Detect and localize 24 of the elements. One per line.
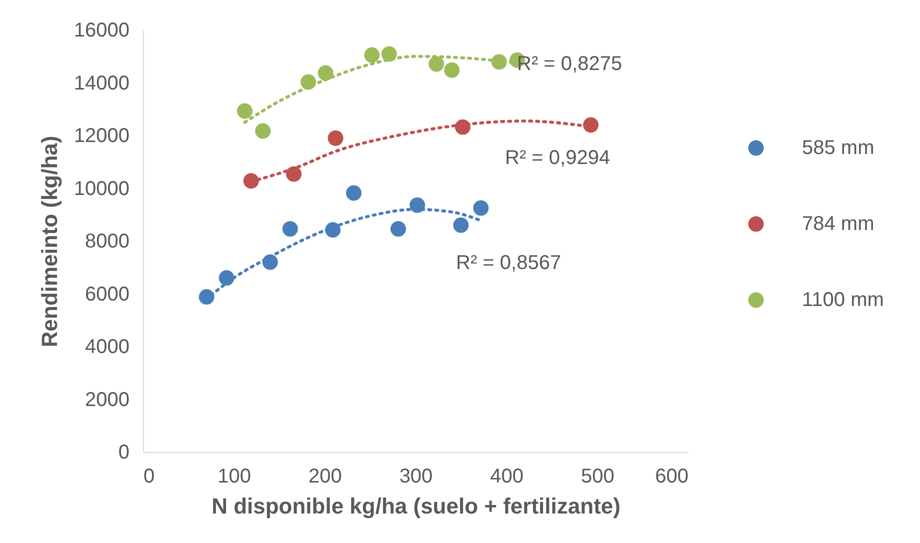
x-tick-label: 200 <box>308 466 342 488</box>
x-tick-label: 300 <box>399 466 433 488</box>
annotation: R² = 0,9294 <box>505 147 610 169</box>
y-tick-label: 14000 <box>74 72 130 94</box>
y-tick-label: 16000 <box>74 20 130 42</box>
legend-label: 1100 mm <box>802 289 884 311</box>
y-tick-label: 2000 <box>85 388 130 411</box>
y-tick-label: 12000 <box>74 125 130 147</box>
y-tick-label: 6000 <box>85 283 130 306</box>
x-tick-label: 400 <box>490 466 524 488</box>
legend-label: 784 mm <box>802 213 874 235</box>
x-axis-title: N disponible kg/ha (suelo + fertilizante) <box>212 494 620 518</box>
legend-label: 585 mm <box>802 137 874 159</box>
y-tick-label: 0 <box>118 442 130 464</box>
x-tick-label: 500 <box>580 466 614 488</box>
y-tick-label: 8000 <box>85 230 130 252</box>
annotation: R² = 0,8275 <box>517 53 622 75</box>
x-tick-label: 100 <box>218 466 252 488</box>
annotation: R² = 0,8567 <box>456 252 562 274</box>
x-tick-label: 600 <box>655 466 688 488</box>
y-tick-label: 10000 <box>74 178 130 200</box>
y-tick-label: 4000 <box>85 336 130 358</box>
y-axis-title: Rendimeinto (kg/ha) <box>36 136 62 348</box>
x-tick-label: 0 <box>144 466 155 488</box>
